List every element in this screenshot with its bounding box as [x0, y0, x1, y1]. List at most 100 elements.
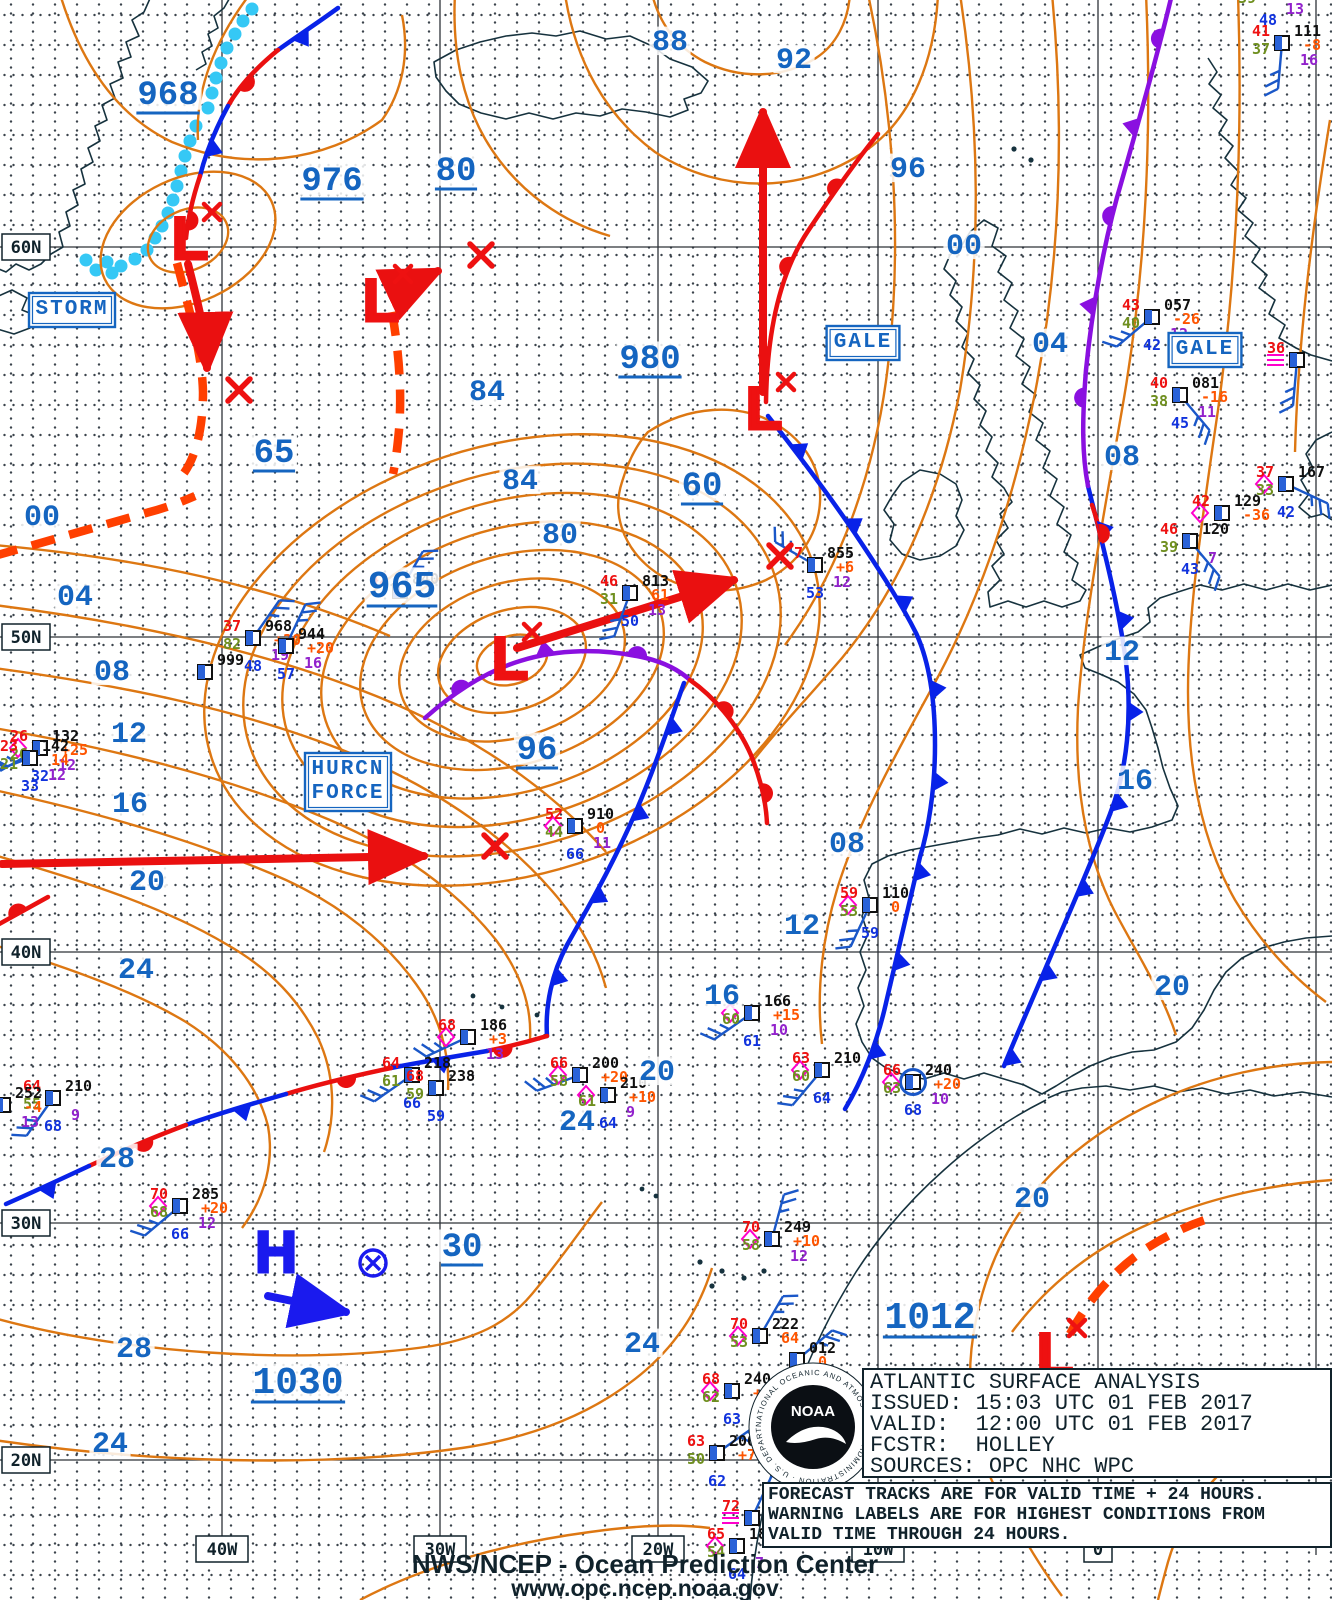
cold-front-pip — [868, 1040, 887, 1060]
pressure-value: 285 — [192, 1185, 219, 1203]
occluded-front — [1080, 0, 1173, 489]
lon-label-box — [195, 1535, 249, 1563]
cold-front-pip — [232, 1104, 252, 1122]
tendency-value: +25 — [61, 741, 88, 759]
aux-value: 16 — [1300, 51, 1318, 69]
ship-diamond-icon — [728, 1325, 748, 1347]
aux-value: 12 — [198, 1214, 216, 1232]
wind-barb — [1179, 394, 1211, 446]
wind-barb — [1189, 540, 1221, 592]
aux-value: 11 — [1198, 403, 1216, 421]
dewpoint-value: 59 — [406, 1085, 424, 1103]
aux-value: 9 — [626, 1103, 635, 1121]
cloud-cover-fill — [573, 1068, 580, 1082]
tendency-value: +20 — [934, 1075, 961, 1093]
tendency-value: -36 — [1243, 506, 1270, 524]
ice-dot — [189, 119, 203, 133]
wind-barb — [1263, 42, 1284, 97]
islands — [470, 146, 1034, 1289]
station-plot: 70 285+20 68 12 66 — [129, 1185, 228, 1243]
dewpoint-value: 61 — [578, 1092, 596, 1110]
aux-value: 12 — [58, 756, 76, 774]
lat-label: 50N — [11, 628, 42, 648]
label-mask — [21, 501, 63, 531]
low-symbol: L — [363, 267, 400, 334]
cold-front-pip — [590, 885, 609, 904]
temp-value: 23 — [0, 737, 18, 755]
pressure-value: 999 — [217, 651, 244, 669]
wind-barb — [777, 1069, 823, 1107]
temp-value: 40 — [1150, 374, 1168, 392]
cold-front-pip — [844, 518, 863, 535]
tendency-value: -16 — [1201, 388, 1228, 406]
warm-front — [687, 677, 770, 826]
cloud-cover-fill — [1145, 310, 1152, 324]
tendency-value: +10 — [629, 1088, 656, 1106]
ice-dot — [100, 255, 114, 269]
forecast-track-arrows — [0, 108, 1213, 1336]
dewpoint-value: 55 — [23, 1095, 41, 1113]
cold-front-pip — [1128, 701, 1144, 722]
tendency-value: -8 — [1303, 36, 1321, 54]
pressure-value: 252 — [15, 1084, 42, 1102]
sea-ice-dots — [79, 2, 259, 280]
label-mask — [96, 1143, 138, 1173]
temp-value: 52 — [545, 805, 563, 823]
ship-diamond-icon — [543, 815, 563, 837]
warm-front-pip — [1102, 206, 1115, 226]
temp-value: 64 — [382, 1054, 400, 1072]
temp-value: 59 — [840, 884, 858, 902]
warm-front-pip — [8, 903, 28, 919]
cold-front-pip — [1003, 1047, 1022, 1067]
warm-front — [763, 131, 881, 405]
pressure-value: 166 — [764, 992, 791, 1010]
note-line: VALID TIME THROUGH 24 HOURS. — [768, 1525, 1071, 1545]
cloud-cover-fill — [863, 898, 870, 912]
label-mask — [880, 1298, 980, 1335]
warm-front-pip — [827, 178, 843, 197]
temp-value: 70 — [742, 1218, 760, 1236]
warm-front-pip — [627, 646, 648, 659]
temp-value: 26 — [10, 727, 28, 745]
aux-value: 16 — [304, 654, 322, 672]
dewpoint-value: 58 — [742, 1236, 760, 1254]
label-mask — [616, 341, 684, 374]
isobar-label: 84 — [469, 376, 505, 410]
lon-label: 30W — [425, 1540, 456, 1560]
pressure-value: 238 — [448, 1067, 475, 1085]
wind-barb — [0, 756, 31, 775]
cloud-cover-fill — [745, 1006, 752, 1020]
isobar-label: 12 — [1104, 636, 1140, 670]
cold-front-pip — [38, 1181, 57, 1199]
label-mask — [115, 954, 157, 984]
dewpoint-value: 82 — [223, 635, 241, 653]
cloud-cover-fill — [568, 819, 575, 833]
low-symbol: L — [492, 625, 529, 692]
wind-value: 50 — [621, 612, 639, 630]
low-position-x — [201, 201, 223, 223]
aux-value: 9 — [71, 1106, 80, 1124]
ship-diamond-icon — [790, 1059, 810, 1081]
aux-value: 13 — [648, 601, 666, 619]
cold-front-pip — [665, 716, 683, 736]
track-arrow — [402, 267, 438, 288]
low-center: L — [361, 263, 414, 336]
cold-front-pip — [930, 679, 947, 700]
lat-label: 60N — [11, 238, 42, 258]
dewpoint-value: 39 — [1238, 0, 1256, 7]
aux-value: 13 — [21, 1113, 39, 1131]
cloud-cover-fill — [198, 665, 205, 679]
aux-value: 7 — [1208, 549, 1217, 567]
cold-front-pip — [1079, 296, 1096, 317]
tendency-value: 64 — [781, 1329, 799, 1347]
isobar-label: 20 — [639, 1056, 675, 1090]
station-plot: 41 111-8 37 16 — [1252, 22, 1321, 97]
label-mask — [466, 376, 508, 406]
wind-barb — [412, 1035, 469, 1058]
